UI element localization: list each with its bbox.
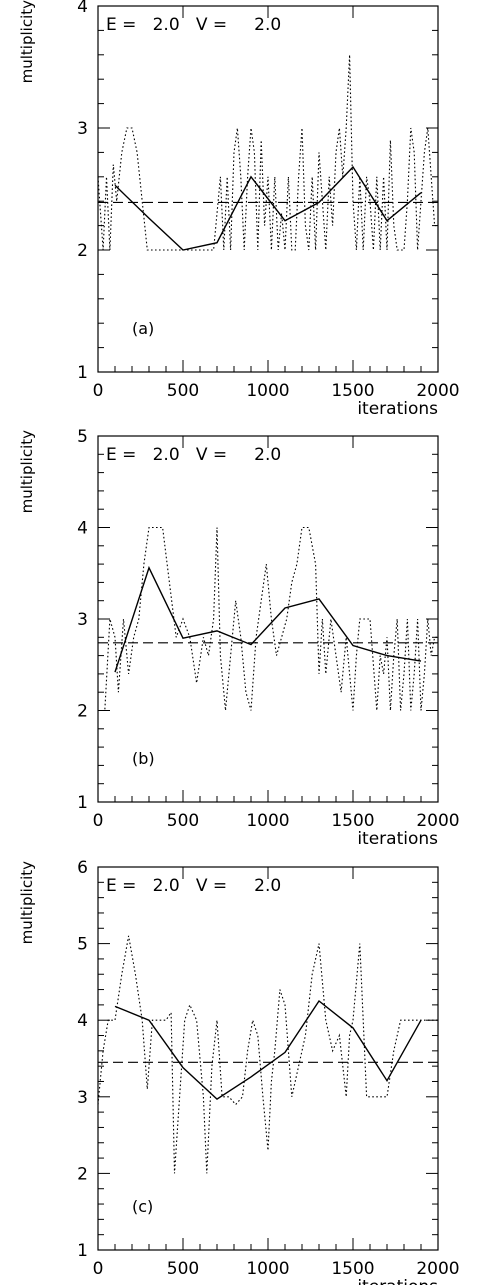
- y-axis-label: multiplicity: [18, 430, 36, 513]
- y-tick-label: 6: [77, 858, 88, 878]
- y-tick-label: 5: [77, 935, 88, 955]
- y-tick-label: 3: [77, 1088, 88, 1108]
- x-axis-label: iterations: [357, 399, 438, 419]
- x-axis-label: iterations: [357, 829, 438, 849]
- x-tick-label: 1500: [331, 381, 374, 401]
- chart-panel-b: 0 500 1000 1500 2000 1 2 3 4 5 iterations multiplic…: [18, 427, 460, 849]
- chart-panel-a: 0 500 1000 1500 2000 1 2 3 4 iterations multiplici…: [18, 0, 460, 419]
- x-tick-label: 1500: [331, 1259, 374, 1279]
- x-tick-label: 2000: [416, 1259, 459, 1279]
- series-solid-line: [114, 165, 422, 251]
- parameter-annotation: E = 2.0 V = 2.0: [106, 445, 281, 465]
- y-tick-label: 3: [77, 119, 88, 139]
- x-tick-label: 500: [167, 811, 199, 831]
- x-tick-label: 2000: [416, 381, 459, 401]
- panel-label: (b): [132, 749, 155, 768]
- y-tick-label: 1: [77, 363, 88, 383]
- series-solid-line: [114, 565, 422, 673]
- y-axis-label: multiplicity: [18, 861, 36, 944]
- panel-label: (c): [132, 1197, 153, 1216]
- x-tick-label: 1000: [246, 811, 289, 831]
- y-tick-label: 4: [77, 0, 88, 17]
- y-tick-label: 4: [77, 1011, 88, 1031]
- series-dotted-line: [97, 54, 438, 251]
- parameter-annotation: E = 2.0 V = 2.0: [106, 15, 281, 35]
- x-tick-label: 500: [167, 381, 199, 401]
- y-axis-label: multiplicity: [18, 0, 36, 83]
- x-tick-label: 0: [93, 381, 104, 401]
- x-tick-label: 1000: [246, 1259, 289, 1279]
- x-tick-label: 0: [93, 1259, 104, 1279]
- y-tick-label: 1: [77, 1241, 88, 1261]
- panel-label: (a): [132, 319, 154, 338]
- x-tick-label: 1000: [246, 381, 289, 401]
- y-tick-label: 2: [77, 702, 88, 722]
- x-axis-label: iterations: [357, 1277, 438, 1285]
- plot-frame: [97, 5, 439, 373]
- chart-panel-c: 0 500 1000 1500 2000 1 2 3 4 5 6 iterations multipli…: [18, 858, 460, 1285]
- y-tick-label: 5: [77, 427, 88, 447]
- y-tick-label: 2: [77, 1164, 88, 1184]
- series-solid-line: [114, 999, 422, 1100]
- x-tick-label: 1500: [331, 811, 374, 831]
- plot-frame: [97, 435, 439, 803]
- y-tick-label: 2: [77, 241, 88, 261]
- series-dotted-line: [98, 526, 438, 712]
- series-dotted-line: [97, 935, 438, 1174]
- x-tick-label: 0: [93, 811, 104, 831]
- parameter-annotation: E = 2.0 V = 2.0: [106, 876, 281, 896]
- y-tick-label: 4: [77, 519, 88, 539]
- y-tick-label: 1: [77, 793, 88, 813]
- x-tick-label: 2000: [416, 811, 459, 831]
- y-tick-label: 3: [77, 610, 88, 630]
- x-tick-label: 500: [167, 1259, 199, 1279]
- plot-frame: [97, 866, 439, 1251]
